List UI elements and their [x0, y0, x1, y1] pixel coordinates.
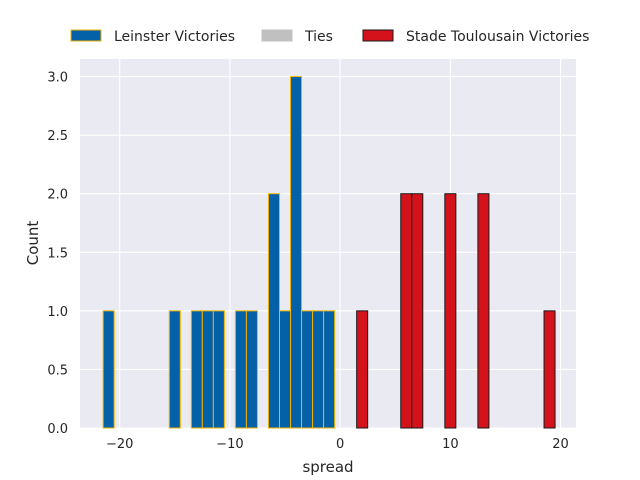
- bar-leinster-victories: [168, 310, 181, 429]
- legend: Leinster Victories Ties Stade Toulousain V…: [70, 29, 589, 45]
- bar-stade-toulousain-victories: [444, 193, 457, 429]
- y-tick-label: 2.0: [47, 188, 68, 203]
- bar-leinster-victories: [290, 76, 303, 429]
- bar-leinster-victories: [102, 310, 115, 429]
- bar-stade-toulousain-victories: [356, 310, 369, 429]
- y-tick-label: 0.0: [47, 422, 68, 437]
- legend-label: Ties: [304, 29, 333, 45]
- y-axis-ticks: 0.0 0.5 1.0 1.5 2.0 2.5 3.0: [47, 71, 68, 437]
- y-tick-label: 3.0: [47, 71, 68, 86]
- bar-leinster-victories: [301, 310, 314, 429]
- x-tick-label: 10: [442, 437, 459, 452]
- legend-entry: Leinster Victories: [70, 29, 235, 45]
- bar-leinster-victories: [267, 193, 281, 429]
- x-axis-ticks: −20 −10 0 10 20: [106, 437, 569, 452]
- y-tick-label: 2.5: [47, 129, 68, 144]
- bar-leinster-victories: [312, 310, 325, 429]
- x-tick-label: −20: [106, 437, 133, 452]
- bar-leinster-victories: [190, 310, 203, 429]
- bar-stade-toulousain-victories: [543, 310, 556, 429]
- x-tick-label: 0: [336, 437, 344, 452]
- legend-label: Stade Toulousain Victories: [406, 29, 589, 45]
- grid-lines: [80, 59, 576, 429]
- x-tick-label: −10: [216, 437, 243, 452]
- bar-leinster-victories: [234, 310, 247, 429]
- bar-leinster-victories: [323, 310, 336, 429]
- x-tick-label: 20: [552, 437, 569, 452]
- legend-swatch: [261, 29, 293, 42]
- legend-label: Leinster Victories: [114, 29, 235, 45]
- x-axis-label: spread: [302, 458, 353, 476]
- bar-leinster-victories: [245, 310, 258, 429]
- legend-swatch: [70, 29, 102, 42]
- y-axis-label: Count: [24, 221, 42, 266]
- y-tick-label: 1.0: [47, 305, 68, 320]
- bar-stade-toulousain-victories: [400, 193, 413, 429]
- legend-swatch: [362, 29, 394, 42]
- bar-leinster-victories: [212, 310, 225, 429]
- bar-stade-toulousain-victories: [411, 193, 424, 429]
- legend-entry: Stade Toulousain Victories: [362, 29, 589, 45]
- legend-entry: Ties: [261, 29, 333, 45]
- bar-stade-toulousain-victories: [477, 193, 490, 429]
- bar-leinster-victories: [201, 310, 214, 429]
- bars: [102, 76, 556, 429]
- bar-leinster-victories: [279, 310, 292, 429]
- y-tick-label: 1.5: [47, 246, 68, 261]
- y-tick-label: 0.5: [47, 363, 68, 378]
